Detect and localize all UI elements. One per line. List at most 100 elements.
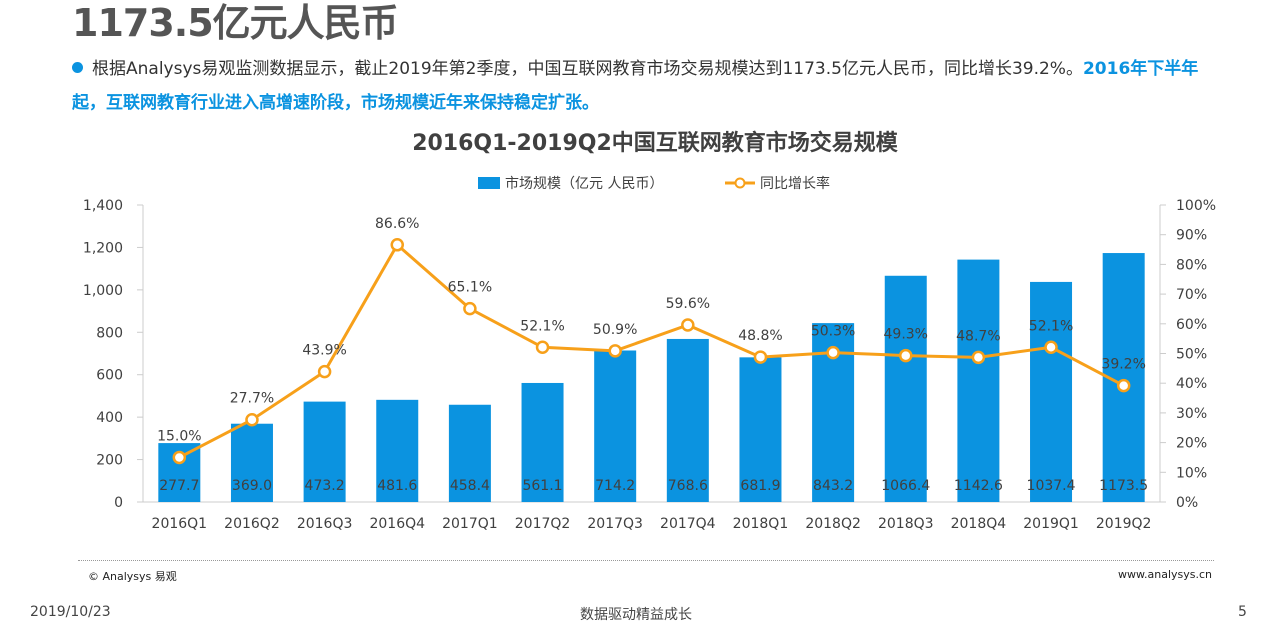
- bar-value-label: 843.2: [813, 478, 853, 494]
- right-axis-tick-label: 50%: [1176, 347, 1207, 363]
- legend-bar-swatch: [478, 177, 500, 189]
- legend-bar-label: 市场规模（亿元 人民币）: [505, 175, 663, 192]
- growth-rate-point: [390, 238, 404, 252]
- growth-rate-point: [753, 350, 768, 364]
- legend-line-marker: [734, 177, 746, 189]
- right-axis-tick-label: 90%: [1176, 228, 1207, 244]
- x-axis-label: 2019Q2: [1096, 516, 1152, 532]
- growth-rate-point: [681, 318, 695, 332]
- x-axis-label: 2017Q3: [587, 516, 643, 532]
- x-axis-label: 2017Q2: [515, 516, 571, 532]
- bar: [376, 399, 419, 502]
- x-axis-label: 2016Q1: [152, 516, 208, 532]
- growth-rate-label: 27.7%: [230, 391, 274, 407]
- bar-value-label: 369.0: [232, 478, 272, 494]
- bar-value-label: 473.2: [305, 478, 345, 494]
- bar-value-label: 768.6: [668, 478, 708, 494]
- growth-rate-point: [1044, 340, 1058, 355]
- summary-highlight: 2016年下半年起，互联网教育行业进入高增速阶段，市场规模近年来保持稳定扩张。: [72, 59, 1199, 113]
- growth-rate-label: 43.9%: [302, 343, 346, 359]
- growth-rate-line: [178, 242, 1125, 459]
- growth-rate-label: 52.1%: [520, 318, 564, 334]
- x-axis-label: 2017Q1: [442, 516, 498, 532]
- left-axis-tick-label: 1,200: [83, 240, 123, 256]
- legend: 市场规模（亿元 人民币） 同比增长率: [478, 175, 830, 192]
- bar-value-label: 681.9: [740, 478, 780, 494]
- growth-rate-point: [463, 301, 477, 316]
- left-axis-tick-label: 1,000: [83, 283, 123, 299]
- x-axis-label: 2016Q3: [297, 516, 353, 532]
- x-axis-label: 2018Q2: [805, 516, 861, 532]
- left-axis-tick-label: 800: [96, 325, 123, 341]
- right-axis-tick-label: 30%: [1176, 406, 1207, 422]
- bar: [739, 357, 782, 502]
- right-axis-tick-label: 20%: [1176, 436, 1207, 452]
- left-axis-tick-label: 600: [96, 368, 123, 384]
- chart-title: 2016Q1-2019Q2中国互联网教育市场交易规模: [412, 130, 899, 156]
- growth-rate-point: [899, 348, 913, 363]
- x-axis-label: 2019Q1: [1023, 516, 1079, 532]
- left-axis-tick-label: 400: [96, 410, 123, 426]
- right-axis-tick-label: 0%: [1176, 495, 1198, 511]
- growth-rate-label: 52.1%: [1029, 318, 1073, 334]
- growth-rate-point: [172, 450, 187, 465]
- growth-rate-point: [245, 412, 259, 427]
- page-number: 5: [1238, 604, 1247, 620]
- x-axis-label: 2016Q2: [224, 516, 280, 532]
- x-axis-label: 2016Q4: [369, 516, 425, 532]
- right-axis-tick-label: 100%: [1176, 198, 1216, 214]
- x-axis-label: 2018Q1: [733, 516, 789, 532]
- growth-rate-label: 48.7%: [956, 328, 1000, 344]
- bar-value-label: 561.1: [522, 478, 562, 494]
- bar-value-label: 481.6: [377, 478, 417, 494]
- bar: [594, 350, 637, 502]
- bullet-dot-icon: [72, 62, 83, 73]
- right-axis-tick-label: 10%: [1176, 465, 1207, 481]
- growth-rate-label: 15.0%: [157, 428, 201, 444]
- bar-value-label: 1142.6: [954, 478, 1003, 494]
- growth-rate-point: [317, 364, 332, 379]
- bar-value-label: 1173.5: [1099, 478, 1148, 494]
- bar: [884, 275, 927, 502]
- growth-rate-label: 39.2%: [1101, 357, 1145, 373]
- footer-divider: [78, 560, 1214, 561]
- chart: 2016Q1-2019Q2中国互联网教育市场交易规模 市场规模（亿元 人民币） …: [83, 130, 1216, 532]
- left-axis-tick-label: 0: [114, 495, 123, 511]
- bar: [957, 259, 1000, 502]
- right-axis-tick-label: 40%: [1176, 376, 1207, 392]
- slogan: 数据驱动精益成长: [580, 607, 692, 623]
- growth-rate-point: [826, 345, 840, 360]
- bar: [303, 401, 346, 502]
- summary-bullet: 根据Analysys易观监测数据显示，截止2019年第2季度，中国互联网教育市场…: [72, 52, 1232, 120]
- copyright: © Analysys 易观: [88, 570, 177, 583]
- bar-value-label: 1066.4: [881, 478, 930, 494]
- bar: [1030, 281, 1073, 502]
- growth-rate-label: 59.6%: [666, 296, 710, 312]
- bar-value-label: 277.7: [159, 478, 199, 494]
- growth-rate-label: 48.8%: [738, 328, 782, 344]
- website-link[interactable]: www.analysys.cn: [1118, 568, 1212, 581]
- bar: [666, 338, 709, 502]
- right-axis-tick-label: 60%: [1176, 317, 1207, 333]
- growth-rate-point: [971, 350, 986, 365]
- growth-rate-label: 50.3%: [811, 324, 855, 340]
- growth-rate-label: 49.3%: [884, 327, 928, 343]
- legend-line-label: 同比增长率: [760, 175, 830, 192]
- x-axis-label: 2018Q4: [951, 516, 1007, 532]
- right-axis-tick-label: 80%: [1176, 257, 1207, 273]
- left-axis-tick-label: 1,400: [83, 198, 123, 214]
- x-axis-label: 2018Q3: [878, 516, 934, 532]
- date: 2019/10/23: [30, 604, 111, 620]
- x-axis-label: 2017Q4: [660, 516, 716, 532]
- headline: 1173.5亿元人民币: [72, 1, 399, 45]
- growth-rate-point: [535, 340, 550, 355]
- growth-rate-point: [1116, 378, 1131, 393]
- growth-rate-point: [608, 344, 622, 358]
- bar: [230, 423, 273, 502]
- summary-text: 根据Analysys易观监测数据显示，截止2019年第2季度，中国互联网教育市场…: [92, 59, 1083, 79]
- growth-rate-label: 65.1%: [448, 280, 492, 296]
- bar-value-label: 1037.4: [1027, 478, 1076, 494]
- bar-value-label: 714.2: [595, 478, 635, 494]
- bar: [448, 404, 491, 502]
- bar: [521, 382, 564, 502]
